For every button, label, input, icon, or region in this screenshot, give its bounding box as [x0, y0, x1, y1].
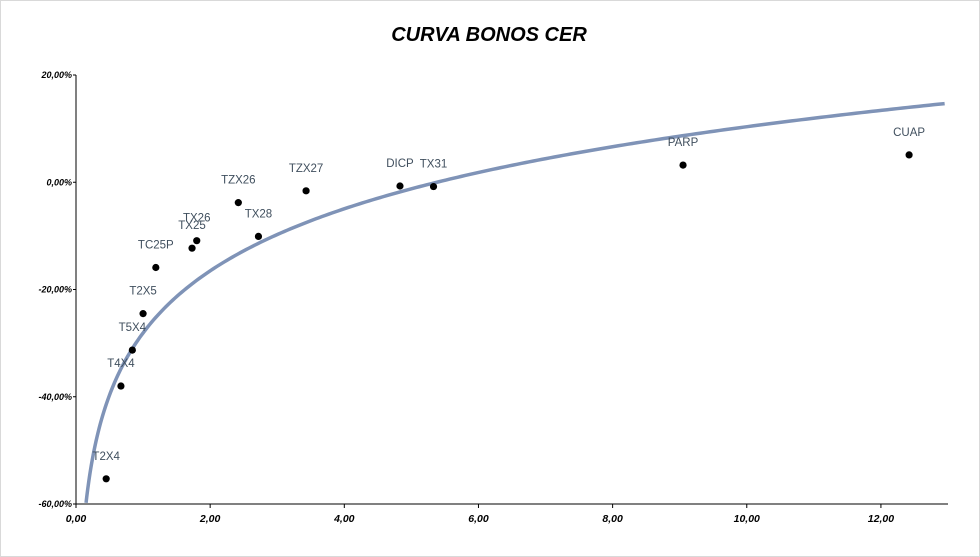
x-tick-label: 0,00	[66, 513, 87, 525]
y-tick-label: -60,00%	[38, 499, 72, 509]
data-point-tx26	[193, 237, 201, 245]
x-tick-label: 6,00	[468, 513, 489, 525]
data-point-t2x4	[102, 475, 110, 483]
data-point-tx28	[254, 232, 263, 241]
data-label-tc25p: TC25P	[138, 240, 174, 252]
data-label-cuap: CUAP	[893, 127, 925, 139]
data-point-t2x5	[139, 310, 147, 318]
data-point-t5x4	[128, 346, 136, 354]
data-label-tzx26: TZX26	[221, 175, 256, 187]
trendline	[84, 101, 945, 504]
data-point-cuap	[905, 151, 913, 159]
data-point-tx31	[429, 182, 438, 191]
data-label-t2x4: T2X4	[92, 451, 120, 463]
data-point-dicp	[396, 182, 404, 190]
data-label-tx31: TX31	[420, 159, 448, 171]
data-label-tx28: TX28	[245, 208, 273, 220]
x-tick-label: 2,00	[199, 513, 221, 525]
x-tick-label: 12,00	[868, 513, 894, 525]
data-label-t4x4: T4X4	[107, 358, 135, 370]
chart-title: CURVA BONOS CER	[391, 24, 587, 46]
data-point-t4x4	[117, 382, 125, 390]
x-tick-label: 10,00	[734, 513, 760, 525]
y-tick-label: 0,00%	[46, 177, 72, 187]
data-point-tzx26	[234, 199, 242, 207]
data-point-tx25	[188, 244, 196, 252]
x-tick-label: 4,00	[333, 513, 355, 525]
data-label-parp: PARP	[668, 137, 699, 149]
data-point-tzx27	[302, 187, 310, 195]
y-tick-label: -20,00%	[38, 285, 72, 295]
data-label-tx26: TX26	[183, 213, 211, 225]
data-label-dicp: DICP	[386, 158, 414, 170]
data-label-t5x4: T5X4	[119, 322, 147, 334]
data-label-tzx27: TZX27	[289, 163, 324, 175]
y-tick-label: -40,00%	[38, 392, 72, 402]
data-label-t2x5: T2X5	[129, 286, 157, 298]
x-tick-label: 8,00	[602, 513, 623, 525]
data-point-tc25p	[152, 263, 160, 272]
data-point-parp	[679, 161, 687, 169]
data-label-tx25: TX25	[178, 220, 206, 232]
y-tick-label: 20,00%	[40, 70, 72, 80]
